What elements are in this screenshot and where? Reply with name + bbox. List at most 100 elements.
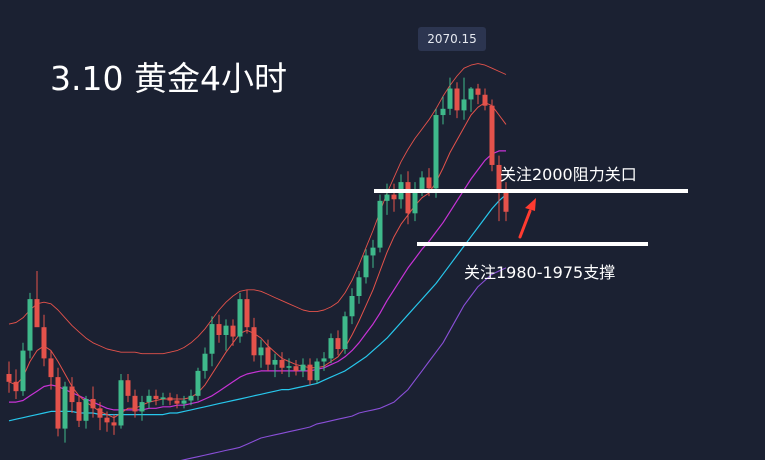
candle-body — [132, 395, 138, 412]
candle-body — [293, 366, 299, 371]
resistance-annotation: 关注2000阻力关口 — [500, 165, 637, 184]
candle-body — [118, 380, 124, 426]
candle-body — [279, 359, 285, 368]
candle-body — [314, 361, 320, 381]
candle-body — [223, 325, 229, 335]
candle — [41, 314, 47, 367]
candle-body — [496, 164, 502, 190]
candle — [216, 314, 222, 343]
boll-upper-line — [8, 63, 507, 355]
candle — [174, 394, 180, 409]
candle-body — [335, 338, 341, 350]
candle-body — [230, 325, 236, 337]
candle-body — [90, 398, 96, 409]
candle-body — [83, 398, 89, 421]
candle-body — [195, 370, 201, 396]
candle-body — [111, 422, 117, 426]
candle-body — [55, 377, 61, 429]
candle — [363, 249, 369, 284]
candle — [405, 171, 411, 225]
candle-body — [412, 189, 418, 214]
candle — [34, 271, 40, 328]
candle-body — [307, 364, 313, 381]
candle — [139, 395, 145, 421]
candle-body — [209, 324, 215, 354]
candle-body — [20, 350, 26, 392]
candle — [314, 358, 320, 384]
candle-body — [321, 358, 327, 362]
candle — [230, 319, 236, 346]
candle-body — [167, 397, 173, 401]
candle — [265, 339, 271, 371]
support-annotation: 关注1980-1975支撑 — [464, 263, 616, 282]
arrow-head — [525, 198, 536, 211]
candle-body — [286, 366, 292, 368]
candle — [475, 83, 481, 105]
candle — [293, 359, 299, 376]
candle-body — [181, 400, 187, 404]
up-arrow-icon — [518, 198, 536, 239]
candle-body — [426, 177, 432, 189]
candle — [244, 289, 250, 334]
candle — [300, 358, 306, 378]
candle-body — [258, 347, 264, 356]
candle — [111, 414, 117, 435]
candle — [335, 330, 341, 356]
candle-body — [419, 177, 425, 190]
candle-body — [62, 386, 68, 429]
candle-body — [342, 316, 348, 350]
candle-body — [139, 402, 145, 412]
candle — [69, 377, 75, 413]
candle — [412, 182, 418, 222]
candle-body — [251, 327, 257, 356]
candle-body — [503, 189, 509, 212]
candle — [27, 292, 33, 359]
candle — [209, 316, 215, 367]
candle — [97, 402, 103, 431]
candle — [384, 183, 390, 215]
candle-body — [48, 358, 54, 378]
candle-body — [363, 255, 369, 278]
candle — [307, 358, 313, 385]
last-price-tag: 2070.15 — [418, 27, 486, 51]
chart-title: 3.10 黄金4小时 — [50, 59, 287, 98]
candle-body — [216, 324, 222, 335]
candle-body — [300, 364, 306, 371]
candle-body — [370, 247, 376, 256]
candle-body — [489, 105, 495, 165]
candle-body — [468, 88, 474, 100]
candle — [272, 353, 278, 378]
candle — [328, 333, 334, 364]
candle — [447, 77, 453, 116]
bollinger-lower-band — [180, 267, 507, 460]
candle-body — [13, 381, 19, 392]
candle-body — [384, 194, 390, 201]
candle-body — [328, 338, 334, 359]
candle — [377, 194, 383, 253]
candle-body — [125, 380, 131, 396]
candle — [202, 347, 208, 379]
candle-body — [104, 417, 110, 423]
candle — [195, 367, 201, 401]
candles — [6, 77, 509, 443]
candle-body — [146, 395, 152, 403]
level-lines — [374, 189, 688, 246]
candle — [153, 389, 159, 406]
candle — [181, 395, 187, 409]
candle-body — [69, 386, 75, 403]
candle-body — [454, 88, 460, 111]
candle — [104, 411, 110, 432]
candle-body — [160, 397, 166, 399]
candle — [468, 86, 474, 112]
candle — [55, 367, 61, 437]
candle — [76, 395, 82, 428]
candle — [279, 352, 285, 374]
candle — [237, 292, 243, 343]
candle-body — [356, 277, 362, 296]
candle-body — [440, 108, 446, 116]
candle — [13, 369, 19, 399]
candle-body — [76, 402, 82, 421]
candle — [440, 96, 446, 125]
ma-long-line — [8, 194, 507, 422]
boll-lower-line — [180, 267, 507, 460]
